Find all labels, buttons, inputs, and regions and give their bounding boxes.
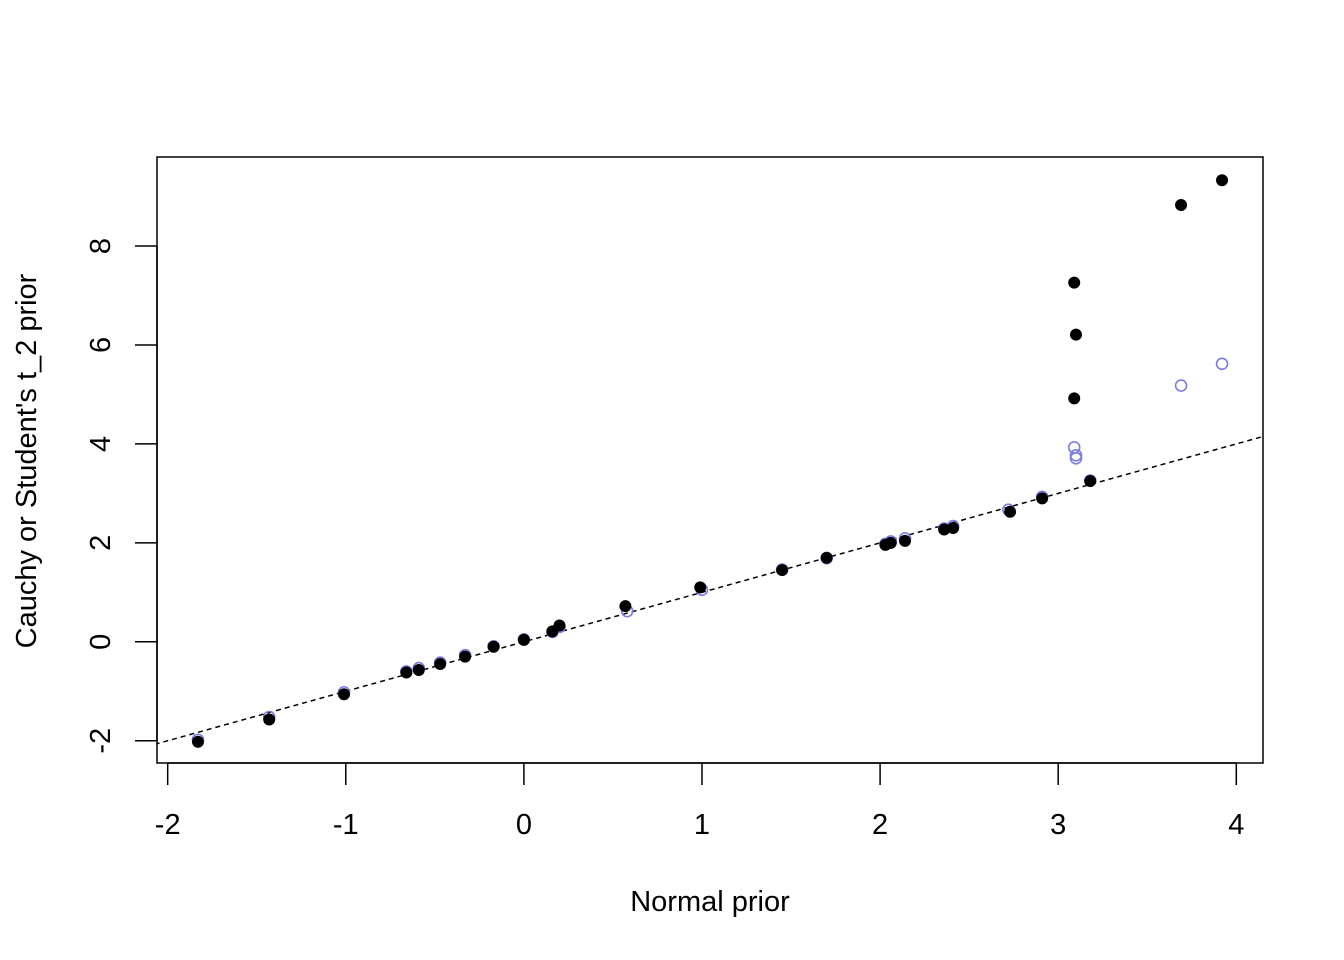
filled-point xyxy=(412,663,425,676)
reference-line-layer xyxy=(157,435,1263,745)
y-axis-label: Cauchy or Student's t_2 prior xyxy=(11,273,43,648)
filled-point xyxy=(694,581,707,594)
filled-point xyxy=(1068,276,1081,289)
y-tick-label: -2 xyxy=(85,728,117,754)
filled-point xyxy=(776,564,789,577)
x-tick-label: -1 xyxy=(333,809,359,841)
open-point xyxy=(1067,441,1081,454)
x-tick-label: -2 xyxy=(155,809,181,841)
y-tick-label: 0 xyxy=(85,634,117,650)
filled-point xyxy=(434,658,447,671)
filled-point xyxy=(619,600,632,613)
filled-point xyxy=(1036,492,1049,505)
y-tick-label: 8 xyxy=(85,238,117,254)
filled-point xyxy=(1069,328,1082,341)
x-tick-label: 1 xyxy=(694,809,710,841)
filled-point xyxy=(263,713,276,726)
y-tick-label: 2 xyxy=(85,535,117,551)
filled-point xyxy=(400,666,413,679)
y-axis: -2 0 2 4 6 8 xyxy=(85,238,158,754)
filled-point xyxy=(487,640,500,653)
points-layer xyxy=(191,174,1229,748)
x-tick-label: 3 xyxy=(1050,809,1066,841)
reference-line xyxy=(157,435,1263,745)
x-tick-label: 2 xyxy=(872,809,888,841)
filled-point xyxy=(1004,505,1017,518)
filled-point xyxy=(1084,475,1097,488)
filled-point xyxy=(947,522,960,535)
filled-point xyxy=(820,551,833,564)
filled-point xyxy=(191,735,204,748)
filled-point xyxy=(459,650,472,663)
plot-frame xyxy=(156,156,1264,764)
y-tick-label: 4 xyxy=(85,436,117,452)
x-tick-label: 0 xyxy=(516,809,532,841)
filled-point xyxy=(1175,198,1188,211)
filled-point xyxy=(1068,392,1081,405)
y-tick-label: 6 xyxy=(85,337,117,353)
open-point xyxy=(1215,357,1229,371)
x-axis-label: Normal prior xyxy=(630,886,790,918)
open-point xyxy=(1174,379,1188,392)
filled-point xyxy=(553,619,566,632)
filled-point xyxy=(517,633,530,646)
open-point xyxy=(1069,449,1083,462)
filled-point xyxy=(1216,174,1229,187)
x-axis: -2 -1 0 1 2 3 4 xyxy=(155,762,1244,841)
filled-point xyxy=(884,536,897,549)
filled-point xyxy=(338,688,351,701)
x-tick-label: 4 xyxy=(1228,809,1244,841)
filled-point xyxy=(899,534,912,547)
